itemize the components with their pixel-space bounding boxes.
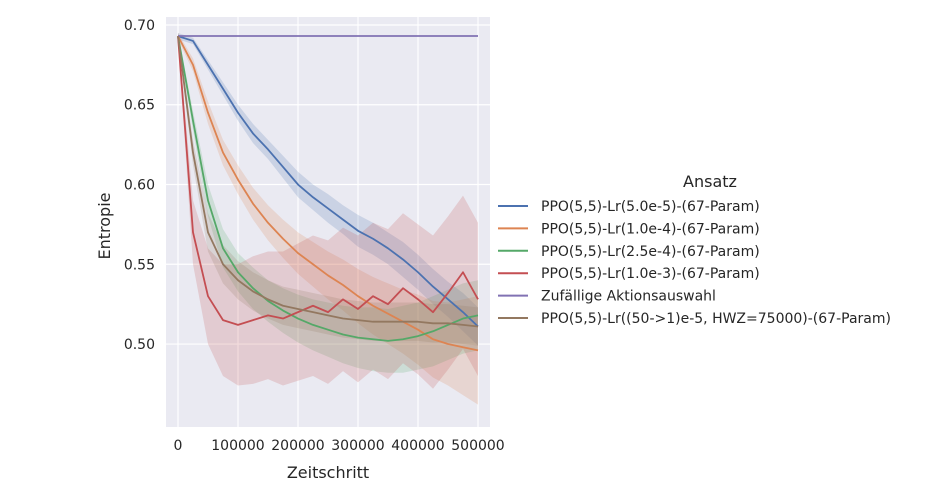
x-tick-label: 200000	[271, 438, 324, 454]
legend-label-1: PPO(5,5)-Lr(1.0e-4)-(67-Param)	[541, 221, 760, 237]
series-band-5	[178, 32, 478, 346]
x-tick-label: 400000	[391, 438, 444, 454]
series-line-2	[177, 35, 479, 342]
series-lines	[177, 35, 479, 352]
series-line-0	[177, 35, 479, 328]
series-line-3	[177, 36, 479, 326]
series-band-1	[178, 32, 478, 405]
legend-label-3: PPO(5,5)-Lr(1.0e-3)-(67-Param)	[541, 266, 760, 282]
x-tick-label: 300000	[331, 438, 384, 454]
legend-title: Ansatz	[683, 172, 737, 191]
legend-label-2: PPO(5,5)-Lr(2.5e-4)-(67-Param)	[541, 244, 760, 260]
x-tick-label: 100000	[211, 438, 264, 454]
x-axis-ticks: 0 100000 200000 300000 400000 500000	[174, 438, 505, 454]
series-line-1	[177, 35, 479, 352]
grid-lines	[166, 17, 490, 427]
legend: Ansatz PPO(5,5)-Lr(5.0e-5)-(67-Param)PPO…	[498, 172, 891, 327]
series-line-5	[177, 36, 479, 328]
y-tick-label: 0.65	[124, 98, 155, 114]
legend-label-5: PPO(5,5)-Lr((50->1)e-5, HWZ=75000)-(67-P…	[541, 311, 891, 327]
y-axis-ticks: 0.50 0.55 0.60 0.65 0.70	[124, 18, 155, 353]
x-tick-label: 500000	[451, 438, 504, 454]
legend-label-0: PPO(5,5)-Lr(5.0e-5)-(67-Param)	[541, 199, 760, 215]
y-tick-label: 0.60	[124, 178, 155, 194]
y-tick-label: 0.55	[124, 257, 155, 273]
y-tick-label: 0.70	[124, 18, 155, 34]
series-band-0	[178, 32, 478, 346]
y-axis-title: Entropie	[95, 193, 114, 260]
legend-items: PPO(5,5)-Lr(5.0e-5)-(67-Param) PPO(5,5)-L…	[498, 199, 891, 327]
series-band-3	[178, 32, 478, 389]
y-tick-label: 0.50	[124, 337, 155, 353]
x-tick-label: 0	[174, 438, 183, 454]
legend-label-4: Zufällige Aktionsauswahl	[541, 289, 716, 305]
x-axis-title: Zeitschritt	[287, 463, 369, 482]
